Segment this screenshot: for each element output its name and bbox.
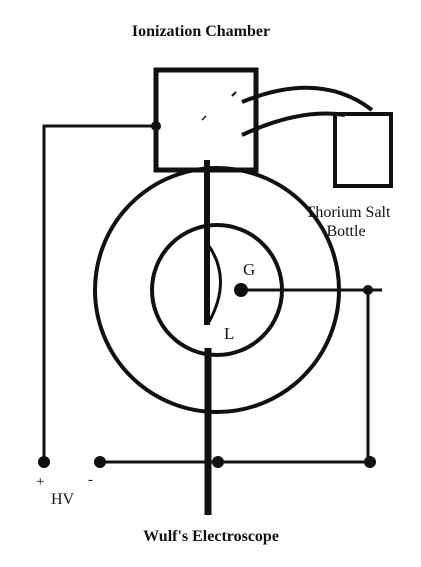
chamber-gap-mark-2 xyxy=(201,115,207,121)
thorium-salt-bottle xyxy=(333,112,393,188)
g-label: G xyxy=(243,260,255,279)
hv-plus-terminal xyxy=(38,456,50,468)
bottle-label-line2: Bottle xyxy=(326,223,365,240)
leaf-l xyxy=(207,245,222,323)
l-label: L xyxy=(224,324,234,343)
plus-label: + xyxy=(36,474,44,490)
hv-positive-wire xyxy=(42,124,156,462)
ionization-chamber-box xyxy=(153,67,259,173)
title-label: Ionization Chamber xyxy=(132,23,270,40)
hv-minus-terminal xyxy=(94,456,106,468)
chamber-junction-dot xyxy=(151,121,161,131)
caption-label: Wulf's Electroscope xyxy=(143,528,279,545)
stem-junction-dot xyxy=(212,456,224,468)
minus-label: - xyxy=(88,472,93,488)
connecting-tube-upper xyxy=(241,85,374,112)
chamber-gap-mark xyxy=(231,91,237,97)
right-junction-dot xyxy=(364,456,376,468)
hv-label: HV xyxy=(51,491,75,508)
bottle-label-line1: Thorium Salt xyxy=(306,204,391,221)
